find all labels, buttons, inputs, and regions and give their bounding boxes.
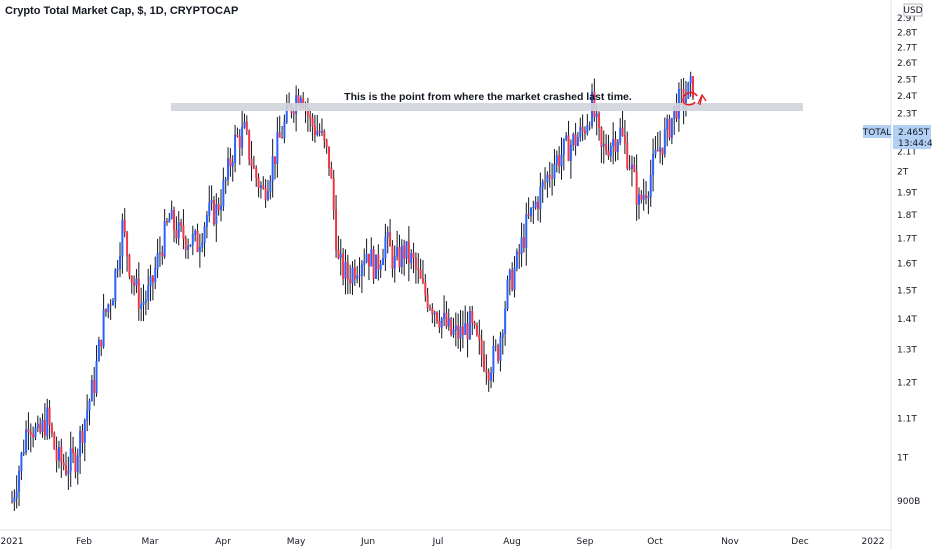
arrow-up-icon [682,91,707,106]
chart-title: Crypto Total Market Cap, $, 1D, CRYPTOCA… [5,5,238,17]
price-tick-label: 1.4T [897,315,917,325]
time-tick-label: Feb [76,537,92,547]
symbol-tag [863,125,891,138]
price-tick-label: 2.1T [897,147,917,157]
price-tick-label: 1.8T [897,211,917,221]
countdown-value: 13:44:44 [898,139,932,149]
price-tick-label: 2.8T [897,28,917,38]
currency-label: USD [903,6,922,16]
time-tick-label: Jul [432,537,444,547]
time-tick-label: Oct [647,537,663,547]
time-tick-label: Nov [721,537,739,547]
time-tick-label: 2022 [862,537,885,547]
price-tick-label: 2T [897,167,909,177]
time-axis[interactable]: 2021 Feb Mar Apr May Jun Jul Aug Sep Oct Nov Dec 202… [1,537,885,547]
price-tick-label: 1.9T [897,189,917,199]
price-tick-label: 1T [897,454,909,464]
price-tick-label: 2.6T [897,59,917,69]
time-tick-label: Jun [360,537,375,547]
time-tick-label: Sep [577,537,594,547]
time-tick-label: May [287,537,306,547]
price-tick-label: 900B [897,497,920,507]
price-tick-label: 2.7T [897,44,917,54]
price-tick-label: 2.3T [897,110,917,120]
price-tick-label: 1.2T [897,378,917,388]
time-tick-label: Dec [791,537,808,547]
annotation-text: This is the point from where the market … [344,91,632,103]
price-tick-label: 1.3T [897,345,917,355]
price-tick-label: 1.7T [897,235,917,245]
last-price-tag [893,125,931,149]
price-tick-label: 1.5T [897,286,917,296]
symbol-label: TOTAL [862,128,892,138]
price-tick-label: 2.9T [897,14,917,24]
ohlc-bars [11,71,694,512]
time-tick-label: Apr [215,537,231,547]
time-tick-label: Aug [503,537,521,547]
price-tick-label: 2.4T [897,92,917,102]
currency-box[interactable] [903,3,923,17]
price-tick-label: 1.1T [897,414,917,424]
price-tick-label: 1.6T [897,260,917,270]
time-tick-label: Mar [142,537,159,547]
resistance-band[interactable] [171,103,803,111]
time-tick-label: 2021 [1,537,24,547]
last-price-value: 2.465T [898,128,930,138]
price-tick-label: 2.5T [897,75,917,85]
